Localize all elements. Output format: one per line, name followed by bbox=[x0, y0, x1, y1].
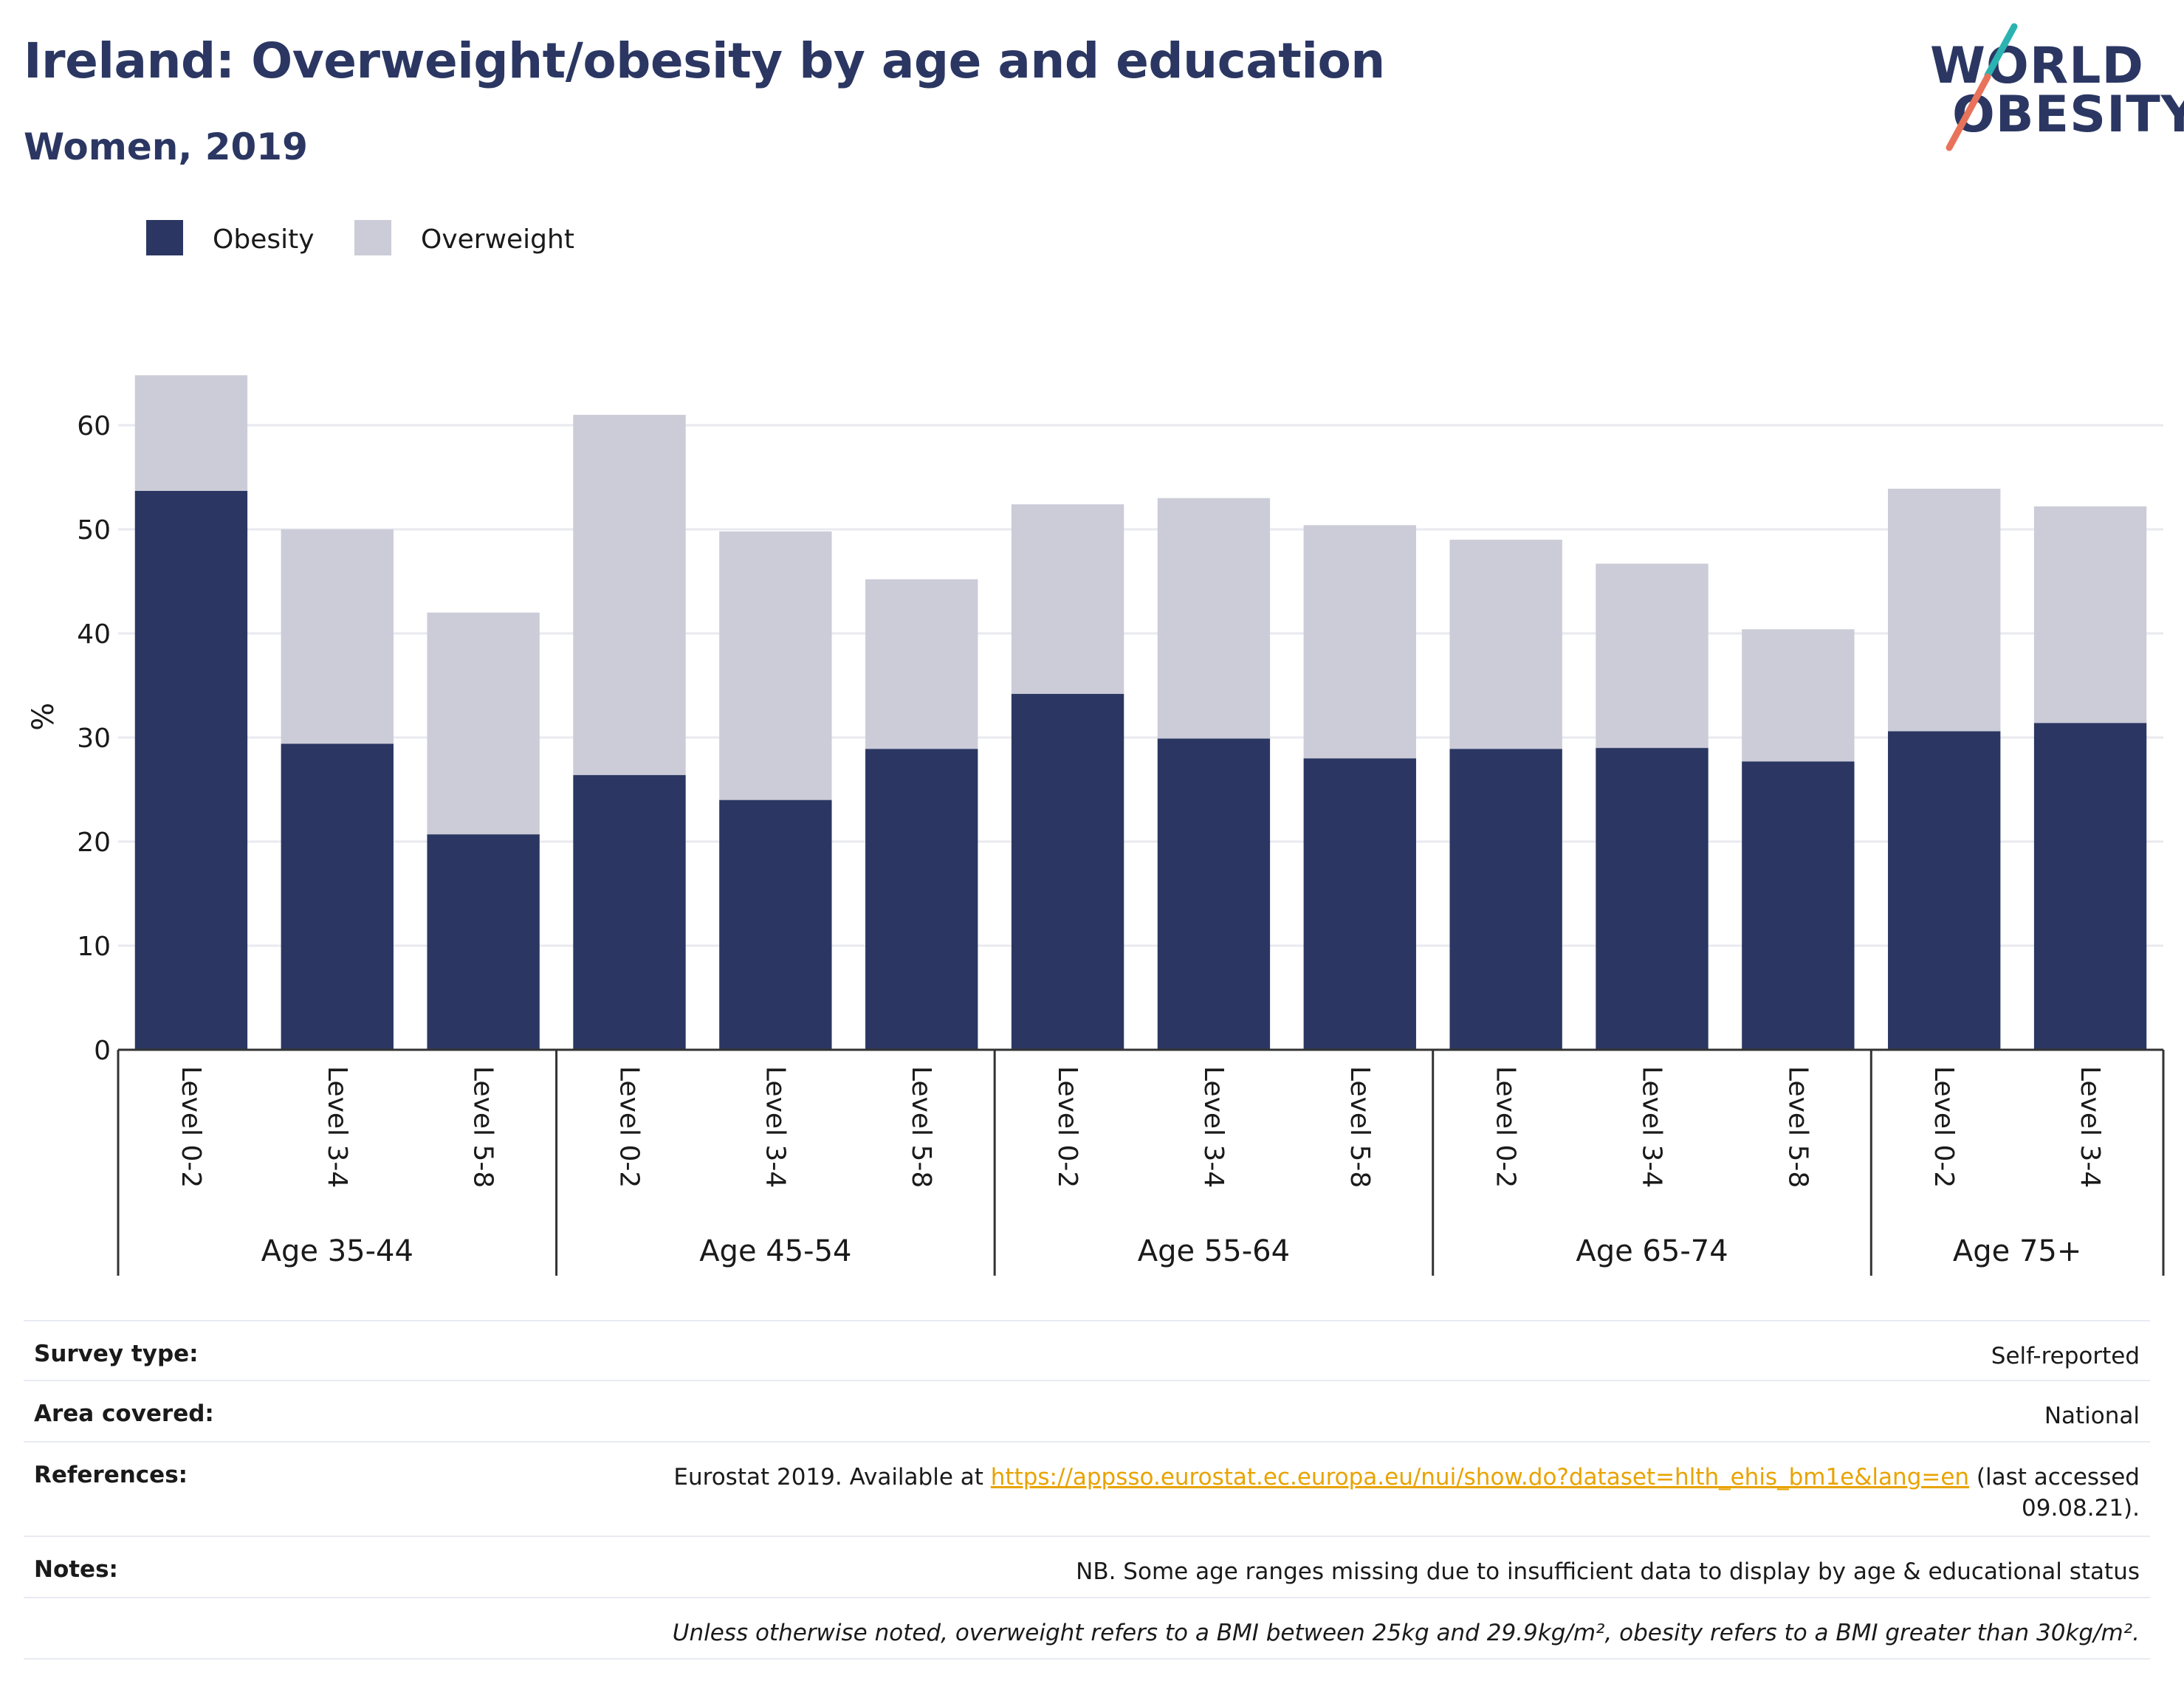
bar-overweight bbox=[281, 529, 394, 744]
x-category-label: Level 5-8 bbox=[1782, 1066, 1813, 1188]
bar-overweight bbox=[573, 414, 686, 775]
references-text: Eurostat 2019. Available at bbox=[673, 1464, 991, 1491]
bar-overweight bbox=[2033, 506, 2147, 723]
footer-row-references: References: Eurostat 2019. Available at … bbox=[24, 1443, 2150, 1537]
bar-obesity bbox=[281, 743, 394, 1050]
x-category-label: Level 0-2 bbox=[1052, 1066, 1082, 1188]
footer-row-notes: Notes: NB. Some age ranges missing due t… bbox=[24, 1537, 2150, 1598]
bar-overweight bbox=[134, 375, 248, 491]
stacked-bar-chart: Obesity Overweight 0 10 20 30 40 50 60 Level 0-2… bbox=[27, 220, 2165, 1276]
references-accessed-date: 09.08.21). bbox=[2022, 1495, 2140, 1522]
grid-lines bbox=[118, 424, 2163, 947]
bar-obesity bbox=[573, 774, 686, 1050]
bar-overweight bbox=[1011, 504, 1124, 694]
x-category-label: Level 3-4 bbox=[760, 1066, 790, 1188]
notes-value: NB. Some age ranges missing due to insuf… bbox=[1076, 1558, 2140, 1585]
bar-overweight bbox=[1888, 489, 2001, 732]
legend-swatch-obesity bbox=[146, 220, 183, 255]
bar-overweight bbox=[719, 531, 832, 800]
footer-row-survey-type: Survey type: Self-reported bbox=[24, 1320, 2150, 1381]
legend-swatch-overweight bbox=[354, 220, 391, 255]
bar-obesity bbox=[1011, 693, 1124, 1050]
logo-slash-icon bbox=[1946, 23, 2018, 151]
x-category-label: Level 0-2 bbox=[614, 1066, 645, 1188]
references-value: Eurostat 2019. Available at https://apps… bbox=[673, 1443, 2140, 1524]
y-tick-label: 20 bbox=[77, 828, 111, 858]
area-covered-value: National bbox=[2044, 1403, 2140, 1429]
logo-text-line2: OBESITY bbox=[1952, 86, 2184, 144]
footer-row-disclaimer: Unless otherwise noted, overweight refer… bbox=[24, 1598, 2150, 1660]
bar-overweight bbox=[1742, 629, 1855, 762]
y-tick-label: 60 bbox=[77, 411, 111, 441]
legend: Obesity Overweight bbox=[146, 220, 574, 255]
bar-obesity bbox=[1449, 749, 1562, 1050]
logo-text-line1: WORLD bbox=[1930, 37, 2144, 95]
x-category-label: Level 3-4 bbox=[1198, 1066, 1229, 1188]
bar-obesity bbox=[1303, 758, 1416, 1050]
bar-overweight bbox=[427, 612, 540, 835]
y-tick-label: 40 bbox=[77, 619, 111, 650]
bar-overweight bbox=[1596, 563, 1709, 749]
legend-label-overweight: Overweight bbox=[421, 224, 574, 255]
y-tick-label: 50 bbox=[77, 515, 111, 546]
chart-title: Ireland: Overweight/obesity by age and e… bbox=[24, 32, 1385, 89]
x-category-label: Level 3-4 bbox=[322, 1066, 352, 1188]
bar-overweight bbox=[865, 579, 978, 749]
area-covered-label: Area covered: bbox=[34, 1400, 214, 1427]
x-category-label: Level 5-8 bbox=[906, 1066, 936, 1188]
bar-overweight bbox=[1157, 498, 1271, 739]
bar-obesity bbox=[1596, 748, 1709, 1050]
x-category-label: Level 5-8 bbox=[1345, 1066, 1375, 1188]
references-accessed: (last accessed bbox=[1969, 1464, 2140, 1491]
x-group-label: Age 65-74 bbox=[1576, 1234, 1728, 1268]
x-category-label: Level 3-4 bbox=[2075, 1066, 2105, 1188]
bmi-disclaimer: Unless otherwise noted, overweight refer… bbox=[672, 1620, 2140, 1646]
bar-obesity bbox=[1742, 761, 1855, 1050]
y-tick-label: 30 bbox=[77, 723, 111, 754]
bar-obesity bbox=[1888, 731, 2001, 1050]
axes: 0 10 20 30 40 50 60 Level 0-2 Level 3-4 Level 5-8… bbox=[77, 411, 2165, 1276]
bar-overweight bbox=[1449, 540, 1562, 749]
x-group-label: Age 55-64 bbox=[1138, 1234, 1290, 1268]
x-group-label: Age 45-54 bbox=[699, 1234, 851, 1268]
bar-obesity bbox=[865, 749, 978, 1050]
notes-label: Notes: bbox=[34, 1556, 118, 1583]
eurostat-link[interactable]: https://appsso.eurostat.ec.europa.eu/nui… bbox=[990, 1464, 1970, 1491]
legend-label-obesity: Obesity bbox=[213, 224, 315, 255]
y-tick-label: 10 bbox=[77, 932, 111, 962]
x-group-label: Age 75+ bbox=[1953, 1234, 2082, 1268]
x-category-label: Level 0-2 bbox=[176, 1066, 206, 1188]
info-table: Survey type: Self-reported Area covered:… bbox=[24, 1320, 2150, 1660]
bar-obesity bbox=[134, 490, 248, 1050]
x-category-label: Level 0-2 bbox=[1491, 1066, 1521, 1188]
world-obesity-logo: WORLD OBESITY bbox=[1920, 22, 2184, 155]
footer-row-area-covered: Area covered: National bbox=[24, 1381, 2150, 1443]
y-tick-label: 0 bbox=[94, 1036, 111, 1066]
x-category-label: Level 0-2 bbox=[1929, 1066, 1959, 1188]
x-group-label: Age 35-44 bbox=[261, 1234, 413, 1268]
bar-obesity bbox=[1157, 738, 1271, 1050]
y-axis-label: % bbox=[27, 703, 61, 731]
survey-type-label: Survey type: bbox=[34, 1341, 199, 1367]
bar-obesity bbox=[2033, 723, 2147, 1050]
references-label: References: bbox=[34, 1462, 188, 1488]
x-category-label: Level 5-8 bbox=[468, 1066, 498, 1188]
bar-obesity bbox=[719, 800, 832, 1050]
survey-type-value: Self-reported bbox=[1991, 1343, 2140, 1369]
bar-obesity bbox=[427, 834, 540, 1050]
bar-overweight bbox=[1303, 525, 1416, 759]
bars bbox=[134, 375, 2147, 1050]
chart-subtitle: Women, 2019 bbox=[24, 126, 308, 168]
x-category-label: Level 3-4 bbox=[1637, 1066, 1667, 1188]
